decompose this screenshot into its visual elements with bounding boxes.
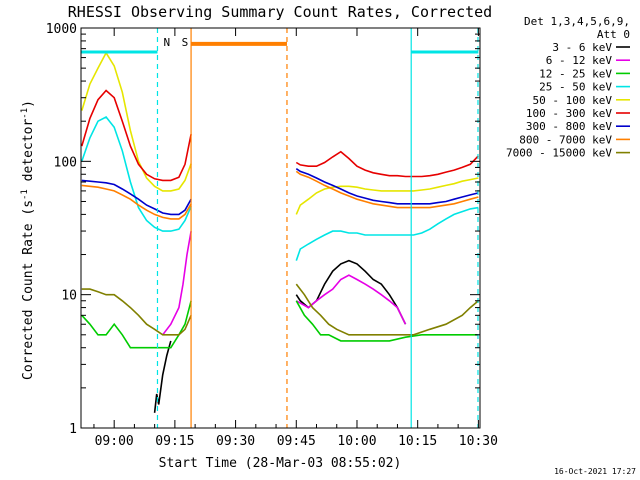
legend-label: 6 - 12 keV	[546, 54, 613, 67]
x-tick-label: 09:45	[277, 434, 316, 449]
legend-label: 800 - 7000 keV	[519, 133, 612, 146]
series-line	[162, 230, 192, 336]
series-line	[81, 179, 192, 216]
legend-label: 12 - 25 keV	[539, 67, 612, 80]
series-line	[81, 89, 192, 182]
legend-label: 100 - 300 keV	[526, 107, 612, 120]
x-tick-label: 10:15	[398, 434, 437, 449]
series-line	[295, 283, 479, 336]
x-axis-label: Start Time (28-Mar-03 08:55:02)	[159, 456, 402, 471]
series-800-7000-kev	[81, 170, 479, 220]
footer-timestamp: 16-Oct-2021 17:27	[554, 467, 636, 476]
series-line	[295, 274, 407, 325]
series-7000-15000-kev	[81, 283, 479, 336]
legend-label: 3 - 6 keV	[552, 41, 612, 54]
series-line	[295, 170, 479, 209]
series-6-12-kev	[162, 230, 407, 336]
series-25-50-kev	[81, 115, 479, 261]
plot-frame	[80, 27, 481, 429]
series-line	[153, 340, 172, 413]
x-tick-label: 10:00	[337, 434, 376, 449]
y-tick-label: 100	[54, 155, 77, 170]
series-line	[81, 51, 192, 192]
annotation-n: N	[163, 36, 170, 49]
legend-label: 300 - 800 keV	[526, 120, 612, 133]
y-axis-label: Corrected Count Rate (s-1 detector-1)	[20, 100, 36, 380]
series-line	[81, 184, 192, 220]
x-tick-label: 10:30	[459, 434, 498, 449]
event-lines-layer	[156, 28, 479, 428]
series-line	[81, 300, 192, 349]
legend-label: 25 - 50 keV	[539, 81, 612, 94]
bars-layer	[81, 41, 479, 54]
legend-header-line2: Att 0	[597, 28, 630, 41]
series-50-100-kev	[81, 51, 479, 215]
series-12-25-kev	[81, 300, 479, 349]
series-100-300-kev	[81, 89, 479, 182]
series-line	[81, 115, 192, 232]
y-tick-label: 1	[69, 422, 77, 437]
x-tick-label: 09:30	[216, 434, 255, 449]
series-300-800-kev	[81, 168, 479, 216]
legend-header-line1: Det 1,3,4,5,6,9,	[524, 15, 630, 28]
y-axis-label-sup1: -1	[20, 189, 30, 200]
x-tick-label: 09:15	[155, 434, 194, 449]
series-line	[295, 206, 479, 261]
x-axis-ticks: 09:00 09:15 09:30 09:45 10:00 10:15 10:30	[93, 28, 498, 449]
series-line	[295, 300, 479, 342]
y-axis-label-part1: Corrected Count Rate (s	[21, 200, 36, 380]
series-line	[295, 150, 479, 178]
y-tick-label: 10	[61, 289, 77, 304]
y-axis-ticks: 1 10 100 1000	[46, 22, 480, 437]
y-tick-label: 1000	[46, 22, 77, 37]
x-tick-label: 09:00	[95, 434, 134, 449]
annotation-s: S	[182, 36, 189, 49]
series-line	[295, 168, 479, 205]
chart-title: RHESSI Observing Summary Count Rates, Co…	[68, 3, 492, 21]
legend-label: 7000 - 15000 keV	[506, 147, 612, 160]
legend-label: 50 - 100 keV	[533, 94, 613, 107]
y-axis-label-sup2: -1	[20, 108, 30, 119]
y-axis-label-part3: )	[21, 100, 36, 108]
y-axis-label-part2: detector	[21, 119, 36, 190]
series-line	[295, 177, 479, 215]
series-layer	[81, 51, 479, 413]
series-line	[81, 288, 192, 336]
